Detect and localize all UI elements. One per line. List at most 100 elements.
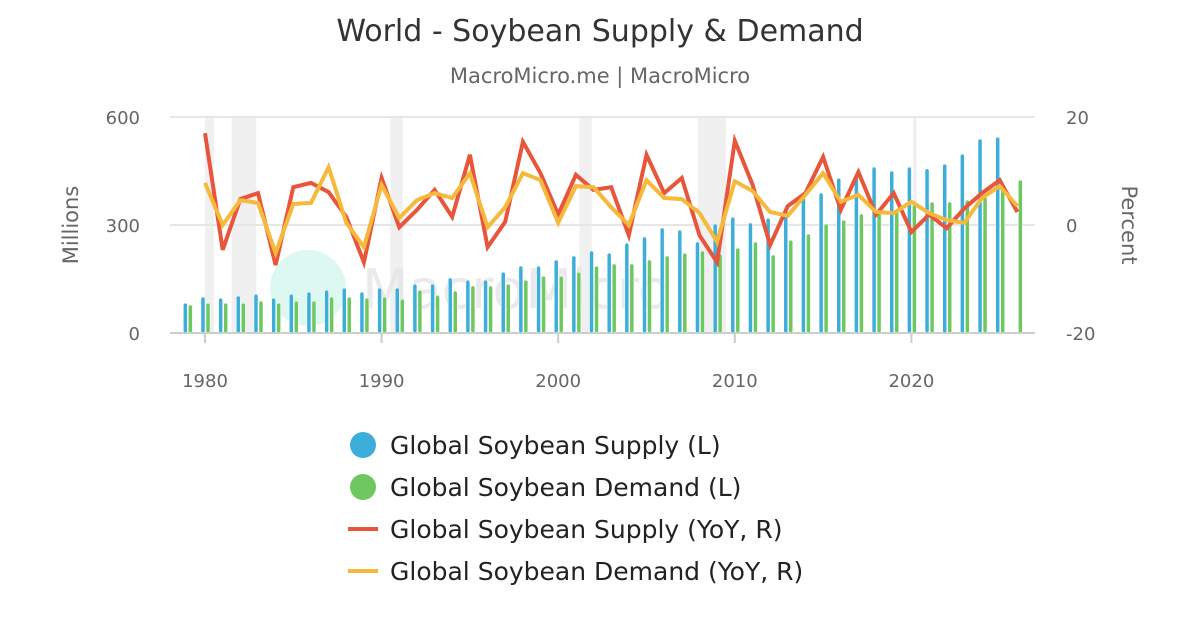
bar-demand (841, 219, 847, 334)
bar-demand (611, 263, 617, 334)
bar-demand (700, 250, 705, 334)
bar-demand (912, 204, 917, 334)
bar-demand (647, 259, 652, 334)
x-tick-label: 2020 (888, 371, 934, 392)
bar-demand (523, 279, 529, 334)
bar-supply (995, 136, 1000, 334)
y-right-tick-label: -20 (1066, 324, 1095, 345)
bar-supply (536, 265, 541, 334)
bar-supply (818, 192, 824, 334)
bar-supply (518, 265, 524, 334)
bar-demand (364, 297, 370, 334)
bar-demand (859, 213, 864, 334)
bar-demand (558, 275, 564, 334)
legend-line-icon (348, 514, 378, 544)
legend-item[interactable]: Global Soybean Demand (YoY, R) (348, 550, 803, 592)
x-tick-label: 1990 (359, 371, 405, 392)
bar-supply (236, 295, 241, 334)
bar-demand (682, 252, 688, 334)
bar-supply (924, 168, 930, 334)
bar-supply (907, 166, 912, 334)
bar-supply (500, 271, 506, 334)
bar-demand (1018, 179, 1023, 334)
legend-circle-icon (348, 472, 378, 502)
bar-supply (624, 242, 630, 334)
x-tick-label: 2000 (535, 371, 581, 392)
bar-demand (188, 304, 193, 334)
bar-demand (505, 283, 511, 334)
bar-supply (183, 302, 188, 334)
bar-demand (311, 300, 317, 334)
bar-supply (659, 227, 665, 334)
bar-demand (576, 271, 582, 334)
bar-demand (417, 289, 423, 334)
bar-supply (942, 163, 947, 334)
legend-item[interactable]: Global Soybean Supply (L) (348, 424, 803, 466)
bar-supply (289, 293, 294, 334)
bar-demand (294, 300, 299, 334)
bar-supply (447, 277, 453, 334)
bar-supply (483, 279, 488, 334)
bar-demand (894, 209, 899, 334)
bar-supply (430, 283, 435, 334)
bar-demand (400, 298, 405, 334)
bar-demand (594, 265, 599, 334)
legend-swatch (350, 432, 376, 458)
chart-subtitle: MacroMicro.me | MacroMicro (449, 64, 751, 88)
bar-supply (553, 259, 559, 334)
bar-supply (871, 166, 877, 334)
bar-supply (730, 216, 736, 334)
bar-supply (712, 223, 718, 334)
bar-supply (677, 229, 683, 334)
bar-demand (982, 196, 988, 334)
bar-supply (306, 291, 312, 334)
bar-demand (735, 247, 741, 334)
bar-demand (452, 290, 458, 334)
y-right-axis-label: Percent (1117, 185, 1141, 264)
bar-supply (783, 209, 789, 334)
bar-demand (947, 201, 952, 334)
bar-demand (788, 239, 794, 334)
y-right-tick-label: 20 (1066, 108, 1089, 129)
bar-supply (342, 287, 347, 334)
bar-supply (395, 287, 400, 334)
bar-demand (488, 285, 493, 334)
bar-supply (324, 289, 329, 334)
bar-supply (854, 176, 859, 334)
bar-demand (753, 241, 758, 334)
bar-supply (836, 177, 842, 334)
y-left-tick-label: 0 (129, 324, 140, 345)
x-tick-label: 1980 (182, 371, 228, 392)
bar-demand (205, 302, 211, 334)
legend-swatch (348, 527, 378, 531)
chart-title: World - Soybean Supply & Demand (336, 14, 864, 49)
legend-item[interactable]: Global Soybean Supply (YoY, R) (348, 508, 803, 550)
bar-demand (258, 300, 264, 334)
bar-demand (664, 255, 670, 334)
bar-demand (435, 294, 440, 334)
bar-supply (695, 241, 700, 334)
bar-demand (629, 263, 635, 334)
bar-demand (823, 223, 829, 334)
bar-supply (960, 153, 965, 334)
y-left-axis-label: Millions (59, 186, 83, 265)
bar-supply (801, 196, 806, 334)
bar-supply (977, 138, 983, 334)
bar-demand (929, 201, 935, 334)
legend-circle-icon (348, 430, 378, 460)
bar-supply (218, 297, 223, 334)
line-demand-yoy (203, 161, 1019, 260)
legend-item[interactable]: Global Soybean Demand (L) (348, 466, 803, 508)
bar-demand (382, 296, 387, 334)
bar-supply (200, 296, 206, 334)
bar-supply (271, 297, 276, 334)
legend: Global Soybean Supply (L) Global Soybean … (348, 424, 803, 592)
legend-label: Global Soybean Supply (YoY, R) (390, 514, 783, 544)
legend-label: Global Soybean Demand (YoY, R) (390, 556, 804, 586)
bar-supply (748, 222, 753, 334)
legend-swatch (348, 569, 378, 573)
bar-supply (589, 250, 594, 334)
bar-supply (465, 279, 471, 334)
legend-label: Global Soybean Supply (L) (390, 430, 721, 460)
